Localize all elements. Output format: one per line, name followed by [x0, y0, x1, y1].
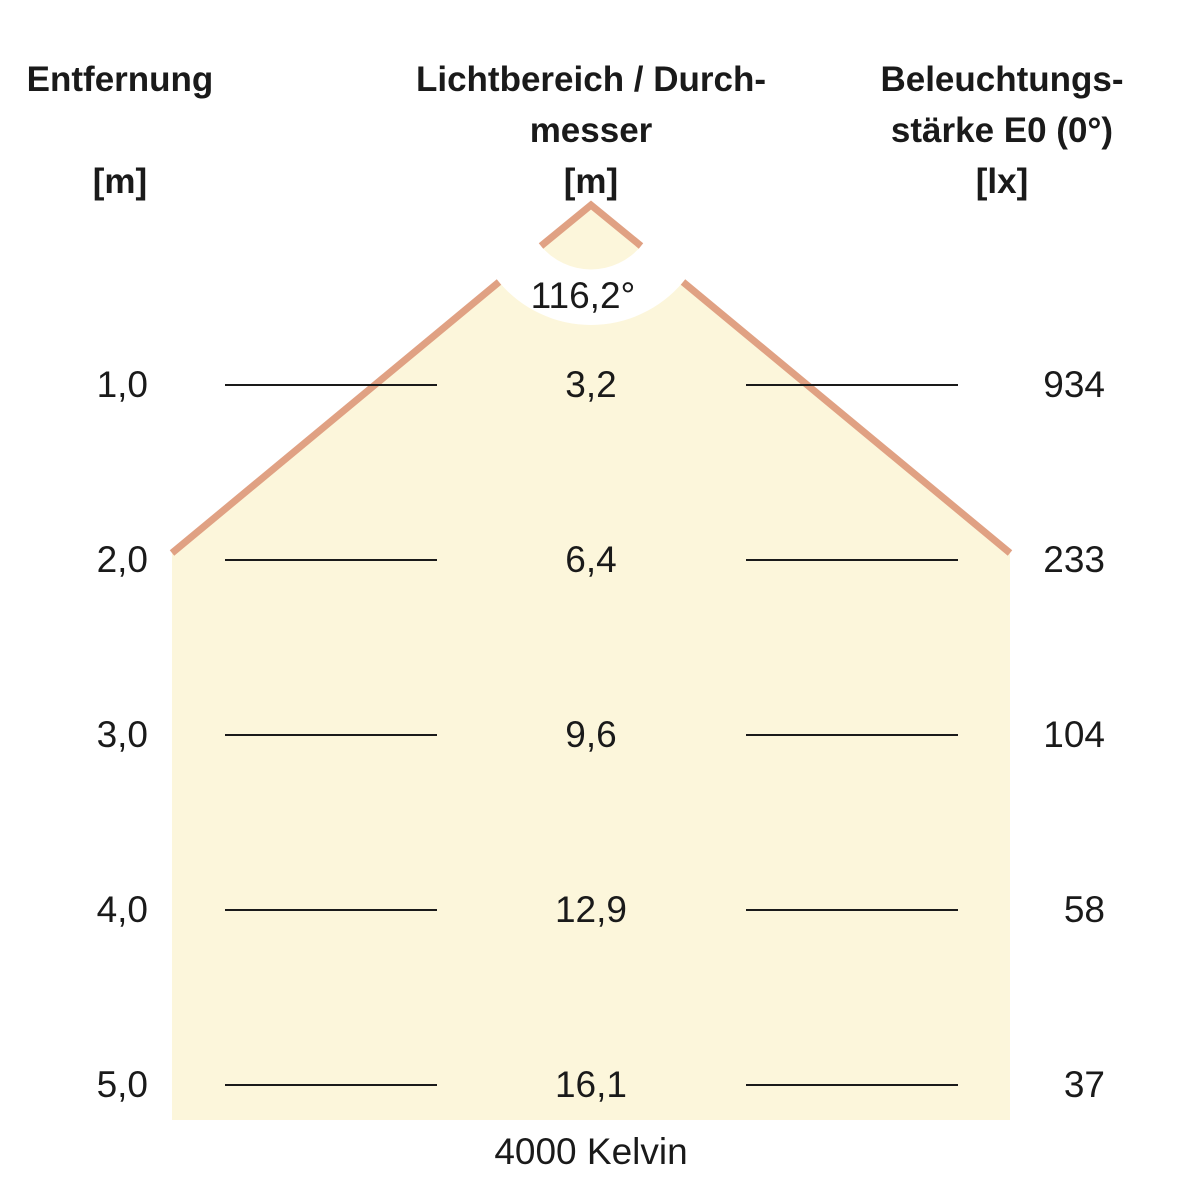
header-distance-label: Entfernung	[26, 60, 214, 99]
illuminance-value-row-4: 58	[1063, 889, 1105, 930]
header-distance-unit: [m]	[92, 162, 148, 201]
distance-value-row-4: 4,0	[96, 889, 148, 930]
cone-left-edge-outline	[169, 279, 502, 556]
cone-right-edge-outline	[680, 279, 1013, 556]
header-diameter-column: Lichtbereich / Durch- messer [m]	[361, 54, 821, 207]
cone-apex-outline	[538, 200, 644, 249]
distance-value-row-3: 3,0	[96, 714, 148, 755]
row-tick-lines	[225, 384, 958, 1086]
header-diameter-label-line2: messer	[529, 111, 653, 150]
color-temperature-label: 4000 Kelvin	[494, 1131, 688, 1172]
header-distance-column: Entfernung [m]	[0, 54, 270, 207]
cone-apex-fan-shape	[541, 205, 641, 270]
diameter-value-row-1: 3,2	[565, 364, 617, 405]
illuminance-value-row-1: 934	[1043, 364, 1105, 405]
diameter-value-row-2: 6,4	[565, 539, 617, 580]
distance-value-row-2: 2,0	[96, 539, 148, 580]
header-illuminance-label-line2: stärke E0 (0°)	[890, 111, 1114, 150]
header-illuminance-label-line1: Beleuchtungs-	[880, 60, 1124, 99]
header-illuminance-column: Beleuchtungs- stärke E0 (0°) [lx]	[842, 54, 1162, 207]
header-diameter-unit: [m]	[563, 162, 619, 201]
header-diameter-label-line1: Lichtbereich / Durch-	[415, 60, 767, 99]
illuminance-value-row-2: 233	[1043, 539, 1105, 580]
illuminance-value-row-5: 37	[1063, 1064, 1105, 1105]
diameter-value-row-5: 16,1	[554, 1064, 627, 1105]
illuminance-value-row-3: 104	[1043, 714, 1105, 755]
distance-value-row-1: 1,0	[96, 364, 148, 405]
diameter-value-row-4: 12,9	[554, 889, 627, 930]
distance-value-row-5: 5,0	[96, 1064, 148, 1105]
header-distance-spacer	[0, 105, 270, 156]
beam-angle-value: 116,2°	[530, 275, 636, 316]
header-illuminance-unit: [lx]	[975, 162, 1029, 201]
diameter-value-row-3: 9,6	[565, 714, 617, 755]
